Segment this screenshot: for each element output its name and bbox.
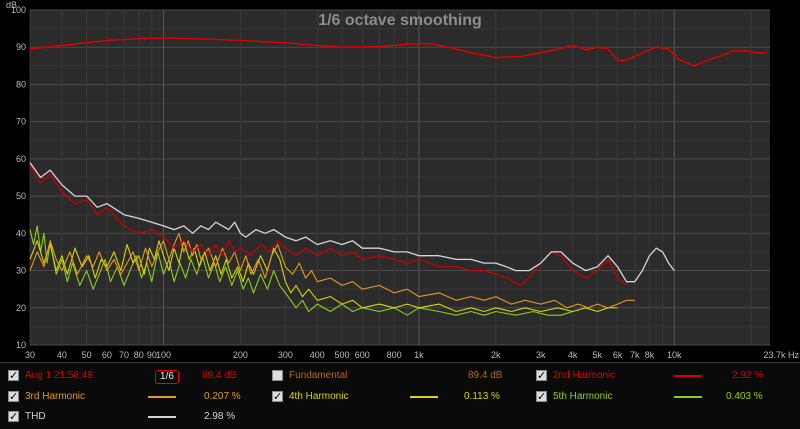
2nd-harmonic-label: 2nd Harmonic (553, 370, 616, 381)
5th-harmonic-label: 5th Harmonic (553, 391, 613, 402)
x-tick-label: 400 (310, 350, 325, 360)
x-tick-label: 500 (335, 350, 350, 360)
x-tick-label: 7k (630, 350, 640, 360)
thd-swatch (148, 416, 176, 418)
x-tick-label: 3k (536, 350, 546, 360)
measurement-checkbox[interactable] (8, 367, 19, 385)
y-tick-label: 70 (16, 117, 26, 127)
thd-value: 2.98 % (204, 411, 236, 422)
5th-harmonic-swatch (674, 396, 702, 398)
legend-item-3rd-harmonic[interactable]: 3rd Harmonic 0.207 % (8, 388, 258, 406)
3rd-harmonic-value: 0.207 % (204, 391, 241, 402)
series-line-2nd-harmonic (29, 164, 627, 287)
x-tick-label: 600 (355, 350, 370, 360)
x-tick-label: 4k (568, 350, 578, 360)
4th-harmonic-swatch (410, 396, 438, 398)
x-tick-label: 2k (491, 350, 501, 360)
chart-title: 1/6 octave smoothing (318, 12, 482, 29)
y-tick-label: 20 (16, 303, 26, 313)
x-axis-ticks: 30 40 50 60 70 80 90 100 200 300 400 500 600 800 1k 2k 3… (25, 350, 799, 360)
x-tick-label: 30 (25, 350, 35, 360)
x-tick-label: 100 (156, 350, 171, 360)
x-tick-label: 80 (134, 350, 144, 360)
legend-item-2nd-harmonic[interactable]: 2nd Harmonic 2.92 % (536, 367, 796, 385)
y-tick-label: 10 (16, 340, 26, 350)
thd-label: THD (25, 411, 46, 422)
x-tick-label: 90 (147, 350, 157, 360)
y-tick-label: 60 (16, 154, 26, 164)
y-tick-label: 90 (16, 42, 26, 52)
x-tick-label: 8k (645, 350, 655, 360)
series-line-5th-harmonic (29, 225, 573, 316)
thd-checkbox[interactable] (8, 408, 19, 426)
y-tick-label: 30 (16, 266, 26, 276)
series-line-fundamental (29, 37, 767, 67)
fundamental-label: Fundamental (289, 370, 348, 381)
x-tick-label: 1k (414, 350, 424, 360)
legend-item-4th-harmonic[interactable]: 4th Harmonic 0.113 % (272, 388, 522, 406)
x-tick-label: 800 (387, 350, 402, 360)
x-tick-label: 70 (119, 350, 129, 360)
fundamental-value: 89.4 dB (468, 370, 503, 381)
3rd-harmonic-checkbox[interactable] (8, 388, 19, 406)
legend-panel: Aug 1 21:58:49 1/6 89.4 dB Fundamental 8… (0, 362, 800, 429)
legend-item-thd[interactable]: THD 2.98 % (8, 408, 258, 426)
measurement-value: 89.4 dB (202, 370, 237, 381)
3rd-harmonic-swatch (148, 396, 176, 398)
series-line-3rd-harmonic (29, 232, 635, 309)
y-tick-label: 100 (11, 5, 26, 15)
5th-harmonic-value: 0.403 % (726, 391, 763, 402)
x-tick-label: 23.7k Hz (763, 350, 799, 360)
3rd-harmonic-label: 3rd Harmonic (25, 391, 86, 402)
4th-harmonic-checkbox[interactable] (272, 388, 283, 406)
x-tick-label: 5k (593, 350, 603, 360)
2nd-harmonic-value: 2.92 % (732, 370, 764, 381)
x-tick-label: 40 (57, 350, 67, 360)
2nd-harmonic-swatch (674, 375, 702, 377)
4th-harmonic-label: 4th Harmonic (289, 391, 349, 402)
2nd-harmonic-checkbox[interactable] (536, 367, 547, 385)
smoothing-badge[interactable]: 1/6 (155, 370, 179, 384)
measurement-label: Aug 1 21:58:49 (25, 370, 93, 381)
x-tick-label: 200 (233, 350, 248, 360)
series-group (29, 37, 767, 316)
series-line-thd (29, 162, 675, 283)
y-tick-label: 40 (16, 228, 26, 238)
y-tick-label: 80 (16, 79, 26, 89)
x-tick-label: 300 (278, 350, 293, 360)
x-tick-label: 6k (613, 350, 623, 360)
5th-harmonic-checkbox[interactable] (536, 388, 547, 406)
x-tick-label: 60 (102, 350, 112, 360)
4th-harmonic-value: 0.113 % (464, 391, 500, 402)
fundamental-checkbox[interactable] (272, 370, 283, 381)
y-tick-label: 50 (16, 191, 26, 201)
legend-item-5th-harmonic[interactable]: 5th Harmonic 0.403 % (536, 388, 796, 406)
legend-item-measurement[interactable]: Aug 1 21:58:49 1/6 89.4 dB (8, 367, 258, 385)
y-axis-unit: dB (6, 0, 17, 10)
x-tick-label: 10k (667, 350, 682, 360)
series-line-4th-harmonic (29, 240, 618, 313)
x-tick-label: 50 (82, 350, 92, 360)
y-axis-ticks: 10 20 30 40 50 60 70 80 90 100 (11, 5, 26, 350)
legend-item-fundamental[interactable]: Fundamental 89.4 dB (272, 367, 522, 385)
